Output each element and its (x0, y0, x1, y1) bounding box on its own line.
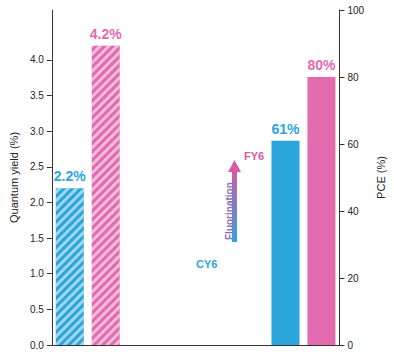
svg-text:0.0: 0.0 (30, 340, 44, 351)
svg-text:1.0: 1.0 (30, 268, 44, 279)
svg-text:3.0: 3.0 (30, 126, 44, 137)
svg-text:80: 80 (347, 72, 359, 83)
svg-text:0.5: 0.5 (30, 304, 44, 315)
svg-text:2.5: 2.5 (30, 161, 44, 172)
svg-text:61%: 61% (271, 121, 300, 137)
svg-text:40: 40 (347, 206, 359, 217)
svg-text:4.2%: 4.2% (90, 26, 122, 42)
svg-text:60: 60 (347, 139, 359, 150)
svg-text:20: 20 (347, 273, 359, 284)
svg-text:PCE (%): PCE (%) (375, 156, 387, 199)
svg-text:1.5: 1.5 (30, 233, 44, 244)
svg-text:FY6: FY6 (244, 150, 264, 162)
svg-text:Fluorination: Fluorination (224, 182, 235, 240)
svg-text:2.2%: 2.2% (54, 168, 86, 184)
svg-text:0: 0 (347, 340, 353, 351)
svg-text:80%: 80% (307, 57, 336, 73)
svg-text:CY6: CY6 (196, 258, 217, 270)
svg-text:2.0: 2.0 (30, 197, 44, 208)
svg-text:Quantum yield (%): Quantum yield (%) (8, 132, 20, 223)
svg-text:3.5: 3.5 (30, 90, 44, 101)
svg-text:4.0: 4.0 (30, 54, 44, 65)
svg-text:100: 100 (347, 5, 364, 16)
